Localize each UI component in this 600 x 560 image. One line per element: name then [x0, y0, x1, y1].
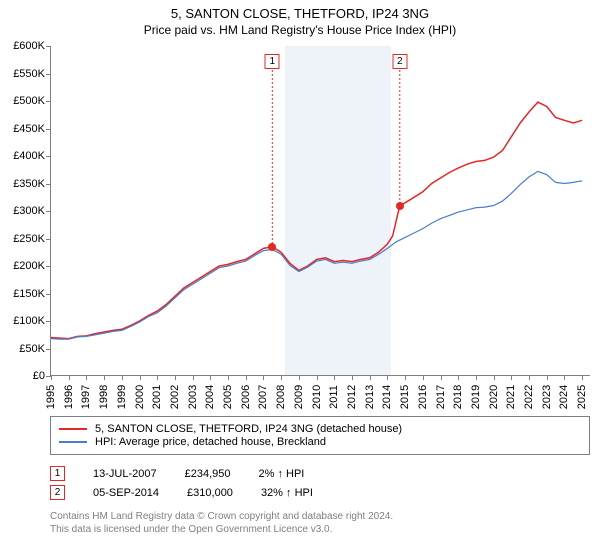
sale-marker-label: 1 [265, 54, 280, 69]
sales-row: 1 13-JUL-2007 £234,950 2% ↑ HPI [50, 466, 341, 481]
attribution-line1: Contains HM Land Registry data © Crown c… [50, 510, 393, 523]
legend-box: 5, SANTON CLOSE, THETFORD, IP24 3NG (det… [50, 416, 590, 455]
xtick-label: 2007 [257, 385, 269, 409]
sale-marker-label: 2 [392, 54, 407, 69]
sales-row-price: £234,950 [185, 468, 231, 480]
sales-row-marker: 2 [50, 485, 65, 500]
xtick-label: 2004 [204, 385, 216, 409]
xtick-label: 2018 [452, 385, 464, 409]
xtick-label: 2025 [576, 385, 588, 409]
xtick-label: 1997 [80, 385, 92, 409]
xtick-label: 2015 [399, 385, 411, 409]
xtick-label: 2010 [311, 385, 323, 409]
sales-table: 1 13-JUL-2007 £234,950 2% ↑ HPI 2 05-SEP-2014… [50, 462, 341, 504]
xtick-label: 2023 [541, 385, 553, 409]
xtick-label: 2001 [151, 385, 163, 409]
chart-title: 5, SANTON CLOSE, THETFORD, IP24 3NG [0, 0, 600, 21]
ytick-label: £0 [33, 370, 45, 382]
ytick-label: £350K [13, 178, 45, 190]
ytick-label: £50K [19, 343, 45, 355]
chart-svg [51, 46, 591, 376]
sales-row-delta: 2% ↑ HPI [258, 468, 304, 480]
sales-row-marker: 1 [50, 466, 65, 481]
xtick-label: 1998 [98, 385, 110, 409]
xtick-label: 2000 [134, 385, 146, 409]
xtick-label: 2003 [187, 385, 199, 409]
legend-swatch [59, 441, 87, 443]
sale-marker-dot [396, 202, 404, 210]
ytick-label: £550K [13, 68, 45, 80]
chart-subtitle: Price paid vs. HM Land Registry's House … [0, 21, 600, 41]
xtick-label: 2008 [275, 385, 287, 409]
sales-row-price: £310,000 [187, 487, 233, 499]
ytick-label: £300K [13, 205, 45, 217]
xtick-label: 2005 [222, 385, 234, 409]
ytick-label: £400K [13, 150, 45, 162]
ytick-label: £200K [13, 260, 45, 272]
ytick-label: £450K [13, 123, 45, 135]
xtick-label: 2011 [328, 385, 340, 409]
legend-item: HPI: Average price, detached house, Brec… [59, 436, 581, 448]
xtick-label: 2020 [488, 385, 500, 409]
sales-row: 2 05-SEP-2014 £310,000 32% ↑ HPI [50, 485, 341, 500]
xtick-label: 2022 [523, 385, 535, 409]
xtick-label: 1995 [45, 385, 57, 409]
sales-row-date: 05-SEP-2014 [93, 487, 159, 499]
xtick-label: 2016 [417, 385, 429, 409]
xtick-label: 2012 [346, 385, 358, 409]
xtick-label: 2009 [293, 385, 305, 409]
xtick-label: 1996 [63, 385, 75, 409]
series-price_paid [51, 102, 582, 339]
attribution-line2: This data is licensed under the Open Gov… [50, 523, 393, 536]
chart-container: 5, SANTON CLOSE, THETFORD, IP24 3NG Pric… [0, 0, 600, 560]
xtick-label: 2024 [558, 385, 570, 409]
legend-label: 5, SANTON CLOSE, THETFORD, IP24 3NG (det… [95, 423, 402, 435]
xtick-label: 2013 [364, 385, 376, 409]
sales-row-date: 13-JUL-2007 [93, 468, 157, 480]
xtick-label: 2021 [505, 385, 517, 409]
xtick-label: 1999 [116, 385, 128, 409]
ytick-label: £150K [13, 288, 45, 300]
xtick-label: 2002 [169, 385, 181, 409]
xtick-label: 2006 [240, 385, 252, 409]
attribution-text: Contains HM Land Registry data © Crown c… [50, 510, 393, 536]
xtick-label: 2014 [381, 385, 393, 409]
legend-swatch [59, 428, 87, 430]
sales-row-delta: 32% ↑ HPI [261, 487, 313, 499]
ytick-label: £600K [13, 40, 45, 52]
legend-item: 5, SANTON CLOSE, THETFORD, IP24 3NG (det… [59, 423, 581, 435]
series-hpi [51, 171, 582, 339]
ytick-label: £100K [13, 315, 45, 327]
ytick-label: £250K [13, 233, 45, 245]
ytick-label: £500K [13, 95, 45, 107]
legend-label: HPI: Average price, detached house, Brec… [95, 436, 326, 448]
xtick-label: 2019 [470, 385, 482, 409]
sale-marker-dot [268, 243, 276, 251]
plot-area: £0£50K£100K£150K£200K£250K£300K£350K£400… [50, 46, 590, 376]
xtick-label: 2017 [435, 385, 447, 409]
